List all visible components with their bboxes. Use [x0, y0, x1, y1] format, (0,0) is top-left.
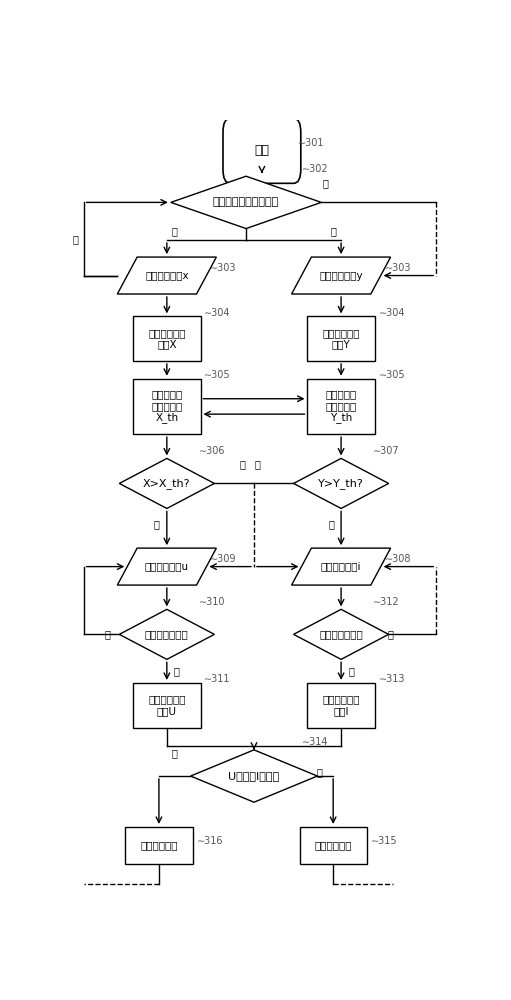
Text: Y>Y_th?: Y>Y_th? — [318, 478, 364, 489]
Text: 数据是否有效？: 数据是否有效？ — [145, 629, 189, 639]
Polygon shape — [171, 176, 321, 229]
Text: ∼305: ∼305 — [204, 370, 231, 380]
Text: 否: 否 — [388, 629, 393, 639]
Text: 数据是否有效？: 数据是否有效？ — [319, 629, 363, 639]
Text: 是: 是 — [348, 666, 354, 676]
Polygon shape — [293, 609, 388, 659]
Text: 对超声数据滤
波得U: 对超声数据滤 波得U — [148, 694, 185, 716]
Text: ∼314: ∼314 — [301, 737, 328, 747]
Text: 否: 否 — [154, 519, 160, 529]
Text: 是: 是 — [255, 459, 261, 469]
Text: 否: 否 — [328, 519, 334, 529]
Text: 输出超声数据: 输出超声数据 — [140, 840, 178, 850]
Text: U是否比I稳定？: U是否比I稳定？ — [228, 771, 280, 781]
Text: ∼301: ∼301 — [297, 138, 324, 148]
Text: ∼304: ∼304 — [379, 308, 405, 318]
Text: ∼303: ∼303 — [211, 263, 237, 273]
Polygon shape — [120, 458, 215, 508]
Text: ∼307: ∼307 — [373, 446, 400, 456]
Text: 获取温度数据y: 获取温度数据y — [319, 271, 363, 281]
Text: 否: 否 — [316, 767, 322, 777]
Bar — [133, 316, 200, 361]
Text: 是: 是 — [330, 226, 336, 236]
Bar — [299, 827, 367, 864]
Text: ∼303: ∼303 — [385, 263, 411, 273]
Bar — [308, 379, 375, 434]
Text: ∼316: ∼316 — [197, 836, 223, 846]
Text: 否: 否 — [322, 178, 328, 188]
Text: 开始: 开始 — [254, 144, 269, 157]
Text: ∼313: ∼313 — [379, 674, 405, 684]
Text: ∼311: ∼311 — [204, 674, 231, 684]
Text: 是: 是 — [73, 234, 79, 244]
Polygon shape — [292, 257, 390, 294]
Bar — [133, 683, 200, 728]
Bar — [133, 379, 200, 434]
Text: 获取光强数据x: 获取光强数据x — [145, 271, 189, 281]
Text: ∼308: ∼308 — [385, 554, 411, 564]
Text: 根据光强计
算温度阈值
Y_th: 根据光强计 算温度阈值 Y_th — [326, 389, 357, 423]
Text: X>X_th?: X>X_th? — [143, 478, 191, 489]
Text: 对温度数据滤
波得Y: 对温度数据滤 波得Y — [322, 328, 360, 349]
Text: ∼302: ∼302 — [301, 164, 328, 174]
Text: 是: 是 — [172, 748, 178, 758]
Text: 是: 是 — [172, 226, 178, 236]
Text: 获取红外数据i: 获取红外数据i — [321, 562, 361, 572]
Text: 根据温度计
算光强阈值
X_th: 根据温度计 算光强阈值 X_th — [151, 389, 182, 423]
Text: ∼306: ∼306 — [198, 446, 225, 456]
Text: 对光强数据滤
波得X: 对光强数据滤 波得X — [148, 328, 185, 349]
Bar — [308, 683, 375, 728]
FancyBboxPatch shape — [223, 118, 301, 183]
Text: ∼309: ∼309 — [211, 554, 237, 564]
Text: 输出红外数据: 输出红外数据 — [314, 840, 352, 850]
Text: ∼312: ∼312 — [373, 597, 400, 607]
Text: 对红外数据滤
波得I: 对红外数据滤 波得I — [322, 694, 360, 716]
Text: 是: 是 — [174, 666, 180, 676]
Text: ∼315: ∼315 — [371, 836, 398, 846]
Text: 获取超声数据u: 获取超声数据u — [145, 562, 189, 572]
Bar — [125, 827, 193, 864]
Text: 否: 否 — [105, 629, 110, 639]
Text: ∼310: ∼310 — [198, 597, 225, 607]
Text: ∼304: ∼304 — [204, 308, 231, 318]
Polygon shape — [191, 750, 317, 802]
Polygon shape — [118, 548, 216, 585]
Polygon shape — [120, 609, 215, 659]
Text: ∼305: ∼305 — [379, 370, 405, 380]
Text: 是: 是 — [239, 459, 245, 469]
Polygon shape — [118, 257, 216, 294]
Text: 是否读取传感器数据？: 是否读取传感器数据？ — [213, 197, 279, 207]
Polygon shape — [293, 458, 388, 508]
Bar — [308, 316, 375, 361]
Polygon shape — [292, 548, 390, 585]
